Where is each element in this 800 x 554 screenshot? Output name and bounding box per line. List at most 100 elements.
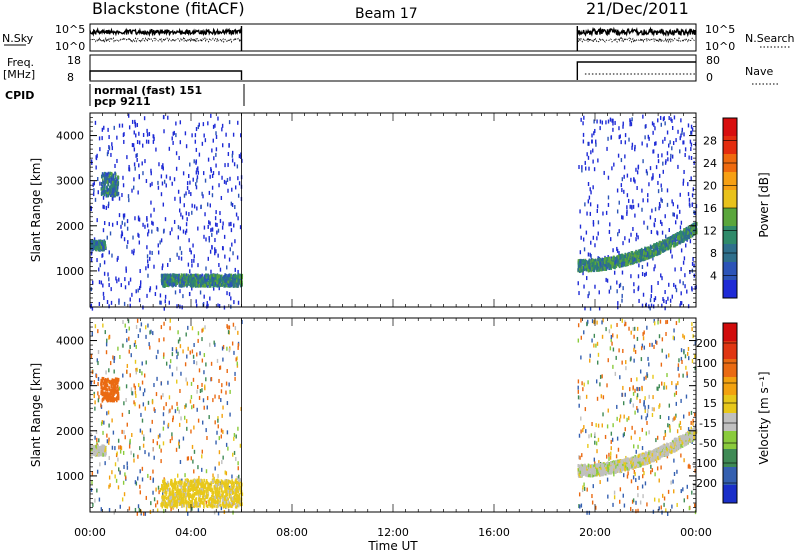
echo-cell [673, 336, 675, 341]
echo-cell [126, 155, 128, 160]
echo-cell [666, 188, 669, 193]
echo-cell [622, 493, 624, 498]
echo-cell [636, 326, 639, 331]
echo-cell [635, 237, 637, 242]
echo-cell [100, 421, 103, 426]
echo-cell [620, 140, 622, 145]
echo-cell [605, 277, 607, 282]
echo-cell [662, 297, 664, 302]
echo-cell [108, 385, 110, 390]
echo-cell [661, 337, 664, 342]
echo-cell [153, 407, 155, 412]
echo-cell [103, 241, 105, 246]
echo-cell [209, 249, 212, 254]
echo-cell [689, 234, 692, 239]
echo-cell [137, 504, 140, 509]
echo-cell [662, 169, 664, 174]
echo-cell [626, 193, 629, 198]
echo-cell [96, 240, 99, 245]
echo-cell [662, 240, 665, 245]
echo-cell [102, 189, 105, 193]
echo-cell [664, 242, 666, 246]
echo-cell [668, 116, 670, 121]
echo-cell [646, 247, 649, 252]
echo-cell [194, 279, 196, 283]
echo-cell [688, 356, 690, 361]
echo-cell [95, 165, 97, 170]
echo-cell [103, 245, 105, 250]
echo-cell [694, 366, 696, 371]
echo-cell [214, 342, 216, 347]
echo-cell [116, 180, 119, 185]
echo-cell [196, 278, 198, 282]
echo-cell [221, 413, 223, 418]
echo-cell [218, 461, 220, 466]
echo-cell [592, 235, 595, 240]
echo-cell [113, 369, 115, 374]
echo-cell [595, 423, 597, 428]
echo-cell [165, 283, 168, 287]
echo-cell [648, 430, 650, 435]
echo-cell [669, 425, 671, 430]
echo-cell [149, 250, 151, 255]
echo-cell [209, 342, 211, 347]
echo-cell [681, 127, 684, 132]
echo-cell [222, 429, 224, 434]
echo-cell [666, 373, 668, 378]
echo-cell [133, 130, 135, 135]
echo-cell [228, 485, 231, 490]
echo-cell [124, 323, 126, 328]
echo-cell [687, 346, 690, 351]
echo-cell [142, 392, 145, 397]
echo-cell [612, 248, 614, 253]
echo-cell [683, 498, 685, 503]
echo-cell [237, 273, 239, 278]
echo-cell [644, 405, 646, 410]
echo-cell [121, 193, 123, 198]
echo-cell [626, 417, 628, 422]
echo-cell [171, 181, 173, 186]
echo-cell [656, 340, 658, 345]
echo-cell [227, 188, 229, 193]
echo-cell [649, 166, 652, 171]
echo-cell [98, 267, 100, 272]
echo-cell [690, 142, 693, 147]
echo-cell [666, 241, 669, 246]
echo-cell [695, 230, 698, 235]
echo-cell [585, 230, 588, 235]
echo-cell [594, 259, 597, 264]
echo-cell [180, 371, 182, 376]
echo-cell [643, 220, 645, 225]
echo-cell [237, 269, 239, 274]
echo-cell [188, 173, 190, 178]
echo-cell [93, 391, 95, 396]
echo-cell [588, 263, 591, 267]
echo-cell [581, 165, 583, 170]
echo-cell [106, 383, 109, 388]
echo-cell [623, 322, 626, 327]
echo-cell [628, 253, 631, 257]
echo-cell [233, 350, 235, 355]
nsearch-tick-top: 10^5 [705, 23, 735, 36]
echo-cell [106, 299, 109, 304]
echo-cell [578, 267, 581, 271]
echo-cell [179, 246, 181, 251]
echo-cell [626, 173, 629, 178]
echo-cell [583, 260, 586, 264]
echo-cell [102, 243, 105, 248]
echo-cell [668, 403, 671, 408]
echo-cell [633, 334, 635, 339]
echo-cell [608, 265, 611, 269]
echo-cell [611, 118, 613, 123]
echo-cell [185, 507, 188, 512]
echo-cell [683, 132, 685, 137]
echo-cell [152, 469, 154, 474]
echo-cell [577, 267, 580, 272]
echo-cell [205, 273, 207, 277]
echo-cell [613, 495, 616, 500]
echo-cell [128, 326, 130, 331]
echo-cell [185, 276, 188, 280]
echo-cell [206, 202, 209, 207]
echo-cell [118, 196, 121, 201]
echo-cell [160, 238, 163, 243]
